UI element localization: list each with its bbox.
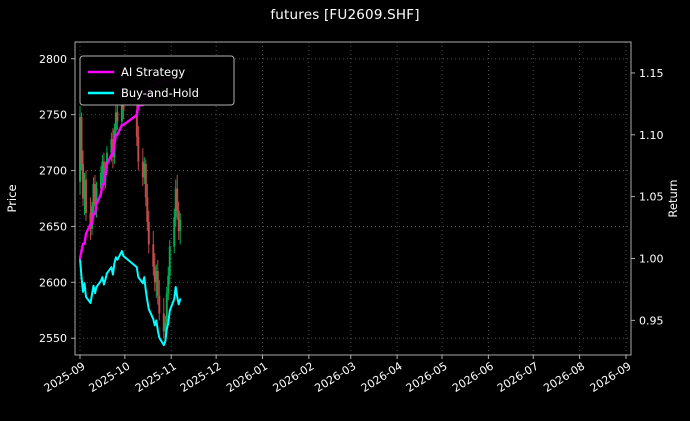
candle-body <box>81 163 84 199</box>
candle-body <box>143 163 146 178</box>
candle-body <box>99 172 102 189</box>
candle-body <box>147 221 150 245</box>
y2-tick-label: 1.00 <box>639 253 664 266</box>
candle-body <box>155 271 158 283</box>
candle-body <box>102 161 105 182</box>
plot-frame <box>74 41 632 356</box>
candle-body <box>146 197 149 222</box>
candle-body <box>141 161 144 178</box>
candle-body <box>93 183 96 205</box>
candle-body <box>83 179 86 199</box>
candle-body <box>120 99 123 122</box>
y2-tick-label: 1.15 <box>639 67 664 80</box>
candle-body <box>176 188 179 211</box>
legend-label: Buy-and-Hold <box>121 86 199 100</box>
y2-axis-label: Return <box>666 179 680 217</box>
candle-body <box>135 110 138 138</box>
candle-body <box>156 271 159 296</box>
candle-body <box>168 246 171 276</box>
x-tick-label: 2026-03 <box>312 360 358 395</box>
candle-body <box>173 217 176 247</box>
x-tick-label: 2026-07 <box>495 360 541 395</box>
candle-body <box>80 116 83 164</box>
candle-body <box>110 139 113 153</box>
candle-body <box>165 293 168 323</box>
x-tick-label: 2026-09 <box>588 360 634 395</box>
y-axis-label: Price <box>5 184 19 212</box>
candle-body <box>84 179 87 214</box>
candle-body <box>167 275 170 294</box>
legend-label: AI Strategy <box>121 65 185 79</box>
candle-body <box>152 244 155 267</box>
candle-body <box>114 112 117 131</box>
candle-body <box>164 322 167 332</box>
legend-box <box>79 55 235 106</box>
y-tick-label: 2600 <box>39 276 67 289</box>
candle-body <box>153 266 156 283</box>
y-tick-label: 2700 <box>39 165 67 178</box>
x-tick-label: 2025-11 <box>133 360 179 395</box>
candle-body <box>162 313 165 332</box>
buy-and-hold-line <box>79 250 182 347</box>
candle-body <box>95 188 98 205</box>
y-tick-label: 2800 <box>39 53 67 66</box>
y-tick-label: 2550 <box>39 332 67 345</box>
y2-tick-label: 1.05 <box>639 191 664 204</box>
x-tick-label: 2026-04 <box>359 360 405 395</box>
candle-body <box>158 295 161 314</box>
x-tick-label: 2026-06 <box>450 360 496 395</box>
candle-body <box>137 137 140 162</box>
y-tick-label: 2750 <box>39 109 67 122</box>
candle-body <box>79 116 81 182</box>
candle-body <box>144 163 147 198</box>
y-tick-label: 2650 <box>39 220 67 233</box>
candle-body <box>116 112 119 122</box>
candle-body <box>174 188 177 218</box>
x-tick-label: 2026-08 <box>541 360 587 395</box>
x-tick-label: 2026-05 <box>404 360 450 395</box>
candle-body <box>177 210 180 231</box>
y2-tick-label: 0.95 <box>639 314 664 327</box>
x-tick-label: 2026-02 <box>271 360 317 395</box>
candle-body <box>101 161 104 173</box>
candle-body <box>92 183 95 207</box>
candle-body <box>179 219 182 231</box>
chart-title: futures [FU2609.SHF] <box>270 7 420 23</box>
candle-body <box>105 152 108 169</box>
x-tick-label: 2025-09 <box>42 360 88 395</box>
candle-body <box>89 213 92 229</box>
x-tick-label: 2025-10 <box>87 360 133 395</box>
x-tick-label: 2025-12 <box>178 360 224 395</box>
x-tick-label: 2026-01 <box>224 360 270 395</box>
y2-tick-label: 1.10 <box>639 129 664 142</box>
